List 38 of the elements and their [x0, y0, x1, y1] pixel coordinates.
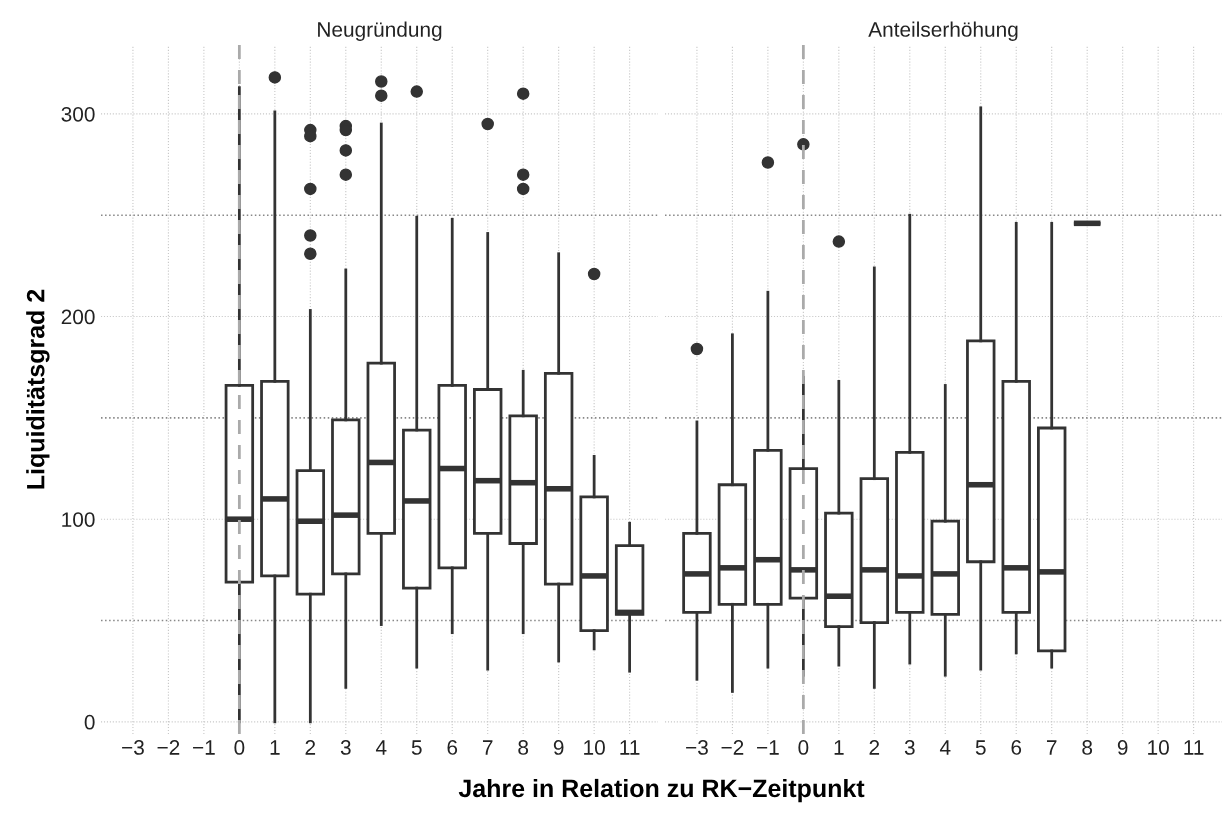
- y-tick-label: 0: [84, 714, 95, 730]
- x-tick-label: 3: [340, 740, 351, 755]
- x-tick-label: 9: [1117, 740, 1128, 755]
- x-tick-label: −3: [122, 740, 144, 755]
- y-axis-title: Liquiditätsgrad 2: [26, 289, 50, 489]
- x-tick-label: 10: [584, 740, 605, 755]
- x-tick-label: 0: [234, 740, 245, 755]
- x-tick-label: −2: [157, 740, 180, 755]
- x-tick-label: 1: [834, 740, 844, 755]
- x-tick-label: −1: [193, 740, 215, 755]
- x-tick-label: 8: [518, 740, 529, 755]
- x-tick-label: 6: [1011, 740, 1022, 755]
- y-tick-label: 300: [61, 106, 95, 122]
- x-tick-label: 5: [411, 740, 422, 755]
- x-tick-label: −2: [721, 740, 744, 755]
- x-tick-label: −3: [686, 740, 708, 755]
- y-tick-label: 100: [62, 512, 95, 527]
- x-tick-label: 2: [305, 740, 316, 755]
- x-tick-label: 0: [798, 740, 809, 755]
- x-tick-label: 5: [975, 740, 986, 755]
- y-tick-label: 200: [61, 309, 95, 325]
- x-tick-label: 7: [482, 740, 493, 755]
- x-tick-label: 6: [447, 740, 458, 755]
- x-tick-label: −1: [757, 740, 779, 755]
- x-tick-label: 3: [904, 740, 915, 755]
- x-tick-label: 9: [553, 740, 564, 755]
- x-tick-label: 4: [375, 740, 387, 755]
- x-tick-label: 4: [939, 740, 951, 755]
- x-tick-label: 2: [869, 740, 880, 755]
- x-tick-label: 1: [270, 740, 280, 755]
- chart-title: Neugründung: [318, 21, 442, 41]
- x-tick-label: 11: [1184, 740, 1204, 755]
- x-tick-label: 7: [1046, 740, 1057, 755]
- chart-title: Anteilserhöhung: [868, 21, 1018, 41]
- x-tick-label: 10: [1148, 740, 1169, 755]
- x-axis-title: Jahre in Relation zu RK−Zeitpunkt: [458, 778, 865, 803]
- x-tick-label: 8: [1082, 740, 1093, 755]
- x-tick-label: 11: [620, 740, 640, 755]
